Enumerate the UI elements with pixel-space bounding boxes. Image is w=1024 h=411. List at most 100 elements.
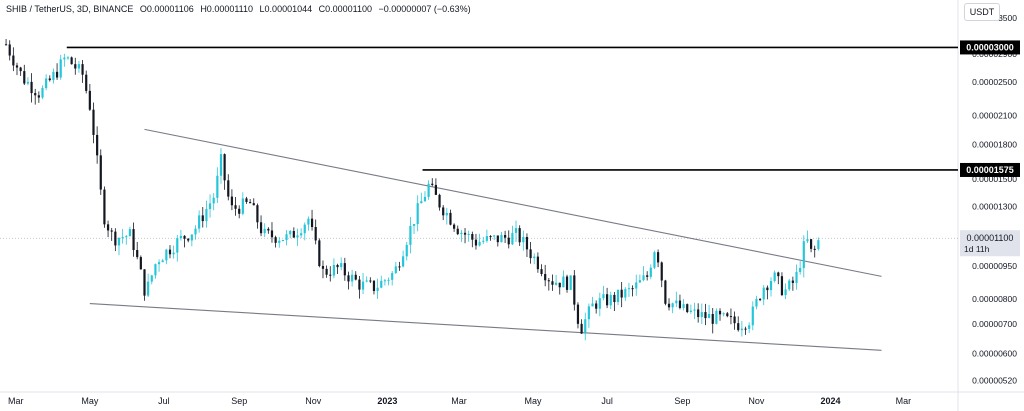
- trendline[interactable]: [144, 128, 882, 277]
- candle-body: [81, 64, 84, 75]
- candle-body: [555, 282, 558, 285]
- candle-body: [205, 209, 208, 222]
- candle-body: [547, 280, 550, 282]
- candle-body: [121, 237, 124, 239]
- candle-body: [463, 232, 467, 235]
- candle-body: [223, 154, 226, 181]
- candle-body: [208, 203, 212, 210]
- candle-body: [278, 240, 281, 243]
- candle-body: [737, 323, 740, 331]
- candle-body: [478, 241, 481, 246]
- symbol-label[interactable]: SHIB / TetherUS, 3D, BINANCE: [6, 4, 134, 14]
- candle-body: [493, 235, 496, 237]
- candle-body: [300, 233, 303, 236]
- candle-body: [34, 93, 37, 96]
- candle-body: [525, 237, 529, 250]
- candle-body: [682, 304, 685, 308]
- candle-body: [409, 225, 412, 245]
- candle-body: [722, 313, 725, 315]
- candle-body: [544, 274, 547, 281]
- candle-body: [522, 237, 525, 243]
- candle-body: [117, 237, 121, 246]
- candle-body: [558, 282, 561, 288]
- candle-body: [769, 280, 773, 291]
- candle-body: [296, 235, 299, 238]
- candle-body: [161, 260, 164, 263]
- candle-body: [190, 234, 193, 241]
- candle-body: [227, 180, 230, 197]
- candle-body: [55, 71, 59, 78]
- y-tick-label: 0.00001800: [972, 140, 1017, 150]
- candle-body: [784, 289, 787, 296]
- candle-body: [689, 310, 692, 312]
- price-axis-panel[interactable]: [958, 0, 1024, 411]
- candle-body: [551, 281, 554, 285]
- candle-body: [646, 275, 649, 277]
- candle-body: [587, 306, 590, 320]
- candle-body: [420, 201, 423, 204]
- candle-body: [114, 231, 117, 246]
- candle-body: [85, 74, 88, 91]
- countdown-text: 1d 11h: [964, 244, 990, 254]
- candle-body: [711, 313, 714, 324]
- candle-body: [635, 282, 638, 289]
- candle-body: [697, 309, 700, 318]
- candle-body: [474, 239, 478, 246]
- candle-body: [212, 197, 215, 204]
- trendline[interactable]: [89, 303, 882, 351]
- candle-body: [511, 232, 514, 245]
- candle-body: [383, 280, 386, 282]
- candle-body: [361, 281, 365, 290]
- candle-body: [449, 212, 452, 225]
- candle-body: [427, 183, 430, 197]
- candle-body: [660, 262, 663, 281]
- candle-body: [63, 57, 66, 60]
- candle-body: [744, 328, 747, 330]
- candle-body: [372, 280, 376, 292]
- candle-body: [817, 240, 820, 250]
- candle-body: [154, 264, 157, 276]
- last-price-tag[interactable]: [960, 230, 1020, 257]
- candle-body: [347, 275, 350, 282]
- candle-body: [813, 248, 816, 250]
- currency-button[interactable]: USDT: [964, 3, 1000, 21]
- candle-body: [580, 323, 583, 334]
- x-tick-label: 2023: [377, 396, 397, 406]
- candle-body: [77, 64, 81, 69]
- level-price-tag[interactable]: [960, 162, 1020, 177]
- candle-body: [343, 263, 346, 276]
- candle-body: [270, 230, 274, 238]
- candle-body: [139, 257, 142, 270]
- candle-body: [238, 208, 241, 214]
- candle-body: [802, 241, 805, 269]
- candle-body: [507, 237, 510, 245]
- candle-body: [103, 189, 106, 225]
- candle-body: [216, 175, 219, 198]
- candle-body: [23, 71, 26, 84]
- candle-body: [809, 239, 813, 249]
- candle-body: [445, 212, 448, 216]
- candle-body: [398, 266, 401, 268]
- candle-body: [595, 303, 598, 309]
- candle-body: [605, 294, 609, 306]
- candle-body: [256, 205, 259, 223]
- candle-body: [791, 280, 794, 283]
- candle-body: [569, 275, 572, 290]
- candle-body: [307, 218, 310, 225]
- level-price-tag[interactable]: [960, 40, 1020, 55]
- candle-body: [66, 57, 70, 59]
- candle-body: [627, 288, 631, 290]
- close-value: C0.00001100: [318, 4, 373, 14]
- candle-body: [675, 300, 678, 304]
- y-tick-label: 0.00002100: [972, 110, 1017, 120]
- candle-body: [482, 240, 485, 242]
- candle-body: [267, 228, 270, 231]
- candle-body: [88, 90, 91, 110]
- candle-body: [179, 235, 183, 239]
- candle-body: [762, 287, 765, 300]
- candle-body: [234, 205, 237, 209]
- candle-body: [536, 256, 539, 270]
- candle-body: [325, 268, 328, 275]
